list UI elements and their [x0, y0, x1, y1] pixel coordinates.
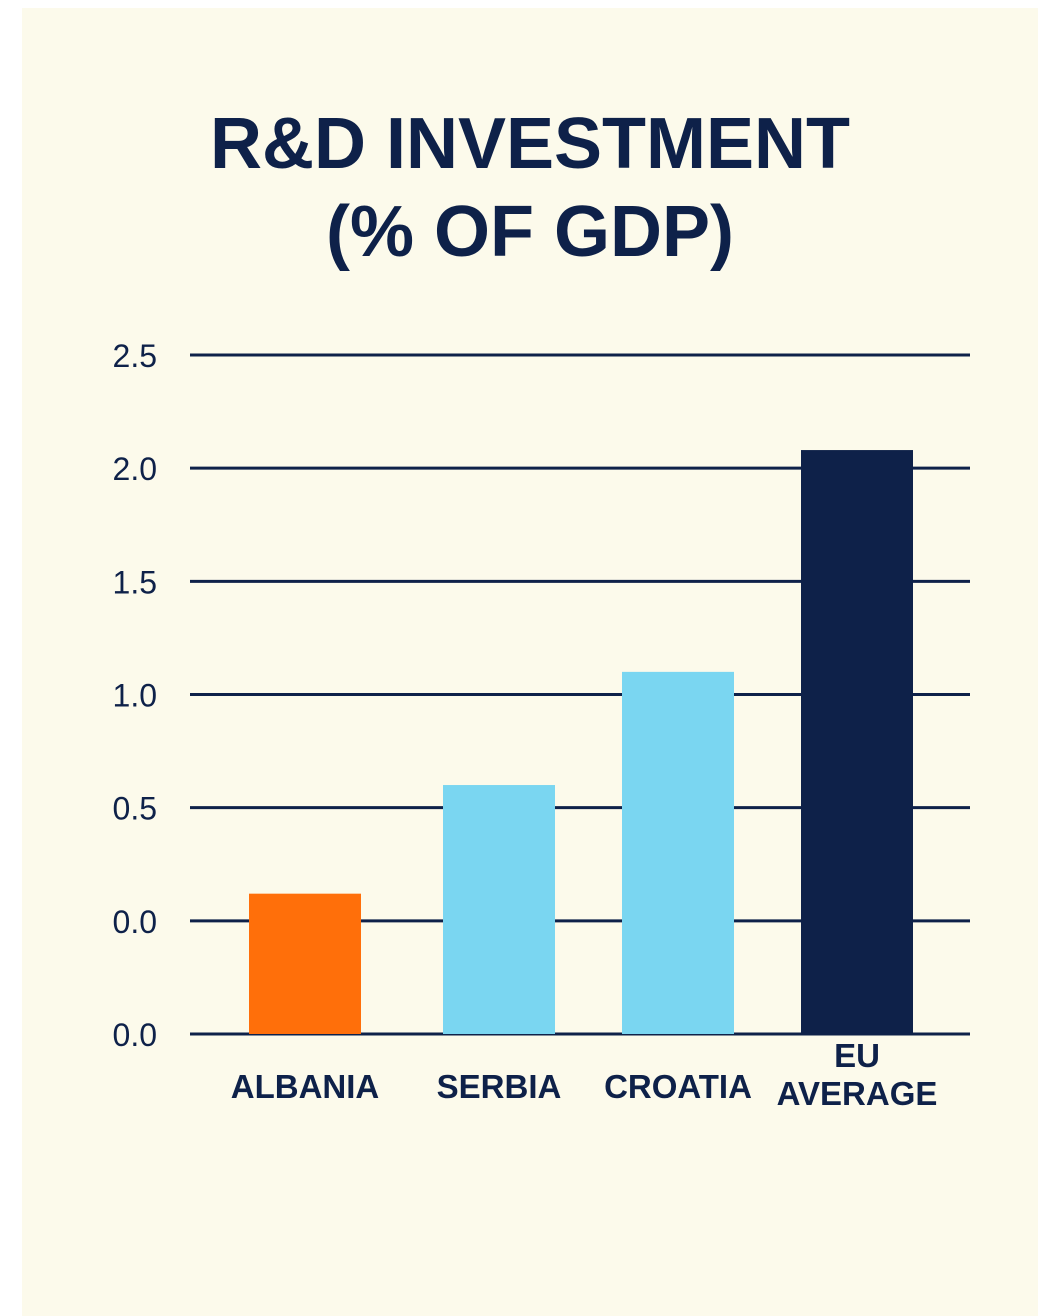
- x-category-label: ALBANIA: [231, 1068, 379, 1105]
- y-tick-label: 0.0: [113, 1017, 157, 1053]
- y-tick-labels: 0.0 0.0 0.5 1.0 1.5 2.0 2.5: [113, 338, 157, 1053]
- y-tick-label: 2.5: [113, 338, 157, 374]
- x-category-label: EU AVERAGE: [777, 1037, 938, 1112]
- x-category-labels: ALBANIA SERBIA CROATIA EU AVERAGE: [231, 1037, 938, 1112]
- x-category-label-line: SERBIA: [437, 1068, 562, 1105]
- x-category-label: CROATIA: [604, 1068, 752, 1105]
- y-tick-label: 1.0: [113, 678, 157, 714]
- x-category-label: SERBIA: [437, 1068, 562, 1105]
- chart-title-line-2: (% OF GDP): [326, 192, 734, 272]
- y-tick-label: 2.0: [113, 451, 157, 487]
- chart-title-line-1: R&D INVESTMENT: [209, 104, 851, 184]
- y-tick-label: 1.5: [113, 564, 157, 600]
- y-tick-label: 0.5: [113, 791, 157, 827]
- bar: [443, 785, 555, 1034]
- bars: [249, 450, 913, 1034]
- y-tick-label: 0.0: [113, 904, 157, 940]
- x-category-label-line: ALBANIA: [231, 1068, 379, 1105]
- bar: [801, 450, 913, 1034]
- bar: [249, 893, 361, 1034]
- x-category-label-line: CROATIA: [604, 1068, 752, 1105]
- x-category-label-line: AVERAGE: [777, 1075, 938, 1112]
- x-category-label-line: EU: [834, 1037, 880, 1074]
- chart-title: R&D INVESTMENT (% OF GDP): [22, 100, 1038, 276]
- bar: [622, 671, 734, 1034]
